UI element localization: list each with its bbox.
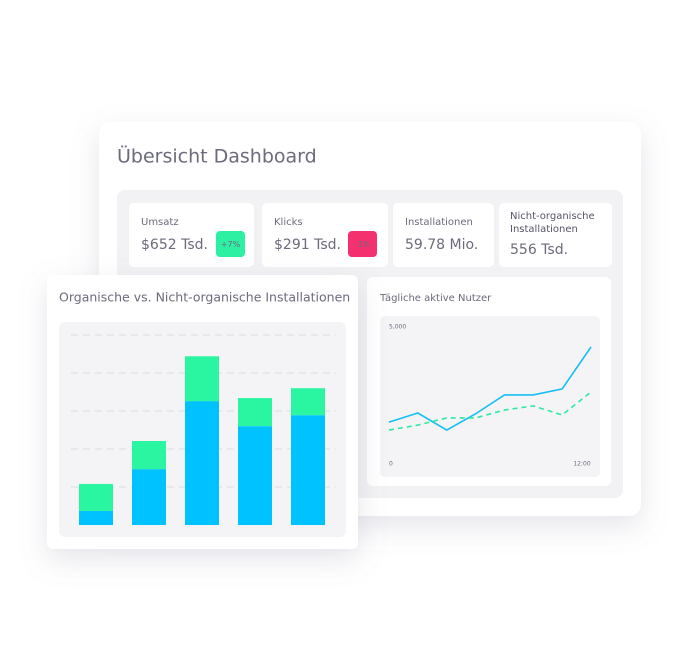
line-panel	[380, 316, 600, 477]
x-tick-label: 12:00	[573, 461, 590, 468]
kpi-label: Umsatz	[141, 217, 179, 228]
kpi-badge	[216, 231, 245, 257]
line-chart-title: Tägliche aktive Nutzer	[379, 293, 492, 304]
bar-segment	[132, 469, 166, 525]
bar-segment	[132, 441, 166, 470]
bar-segment	[291, 415, 325, 525]
kpi-badge	[348, 231, 377, 257]
y-tick-label: 0	[389, 461, 393, 468]
y-tick-label: 5,000	[389, 324, 406, 331]
kpi-card	[393, 203, 494, 267]
kpi-value: 59.78 Mio.	[405, 237, 478, 253]
line-series	[388, 391, 592, 431]
kpi-value: 556 Tsd.	[510, 242, 568, 258]
bar-segment	[238, 398, 272, 427]
kpi-badge-text: +7%	[221, 240, 241, 249]
line-series	[388, 346, 592, 431]
kpi-value: $652 Tsd.	[141, 237, 208, 253]
kpi-card	[499, 203, 612, 267]
kpi-label: Klicks	[274, 217, 303, 228]
kpi-label: Nicht-organische Installationen	[510, 211, 595, 235]
bar-segment	[79, 483, 113, 511]
dashboard-title: Übersicht Dashboard	[117, 145, 317, 168]
kpi-value: $291 Tsd.	[274, 237, 341, 253]
bar-segment	[79, 510, 113, 525]
kpi-label: Installationen	[405, 217, 473, 228]
bar-chart-title: Organische vs. Nicht-organische Installa…	[59, 290, 350, 305]
bar-segment	[238, 426, 272, 525]
bar-segment	[185, 401, 219, 525]
bar-segment	[291, 388, 325, 416]
kpi-badge-text: -1%	[355, 240, 371, 249]
bar-segment	[185, 356, 219, 402]
